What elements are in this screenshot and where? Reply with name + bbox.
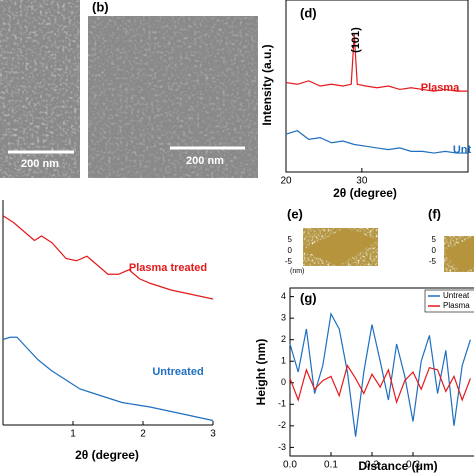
legend-label: Untreat — [443, 291, 470, 300]
x-tick-label: 3 — [210, 429, 216, 440]
panel-label: (g) — [300, 290, 317, 305]
legend-label: Plasma — [443, 301, 470, 310]
data-line — [289, 364, 471, 405]
afm-tick: -5 — [285, 257, 293, 266]
afm-unit: (nm) — [290, 268, 304, 275]
x-axis-label: Distance (μm) — [358, 459, 437, 473]
series-label: Plasma — [421, 82, 460, 94]
y-tick-label: -3 — [278, 442, 286, 452]
y-tick-label: 4 — [281, 291, 286, 301]
data-line — [285, 130, 468, 154]
y-tick-label: 0 — [281, 377, 286, 387]
x-axis-label: 2θ (degree) — [333, 186, 397, 200]
peak-label: (101) — [350, 27, 362, 53]
y-tick-label: -1 — [278, 399, 286, 409]
afm-tick: 5 — [432, 235, 437, 244]
y-axis-label: Intensity (a.u.) — [260, 44, 274, 125]
sem-image-a — [0, 0, 80, 178]
x-tick-label: 0.1 — [324, 460, 338, 471]
y-axis-label: Height (nm) — [254, 339, 268, 406]
panel-label: (e) — [287, 206, 303, 221]
afm-tick: 0 — [432, 246, 437, 255]
x-tick-label: 1 — [70, 429, 76, 440]
plot-frame — [289, 287, 474, 457]
panel-label: (b) — [92, 0, 109, 14]
x-tick-label: 0.2 — [365, 460, 379, 471]
afm-image-f — [444, 236, 474, 272]
plot-frame — [285, 0, 469, 173]
x-tick-label: 0.0 — [283, 460, 297, 471]
y-tick-label: -2 — [278, 420, 286, 430]
y-tick-label: 1 — [281, 356, 286, 366]
afm-tick: 0 — [288, 246, 293, 255]
data-line — [2, 215, 214, 300]
afm-image-e — [303, 228, 378, 266]
series-label: Plasma treated — [129, 262, 207, 274]
panel-label: (d) — [300, 5, 317, 20]
y-tick-label: 3 — [281, 313, 286, 323]
data-line — [2, 336, 214, 422]
panel-label: (f) — [428, 206, 441, 221]
afm-tick: 5 — [288, 235, 293, 244]
x-tick-label: 0.3 — [406, 460, 420, 471]
scale-label: 200 nm — [21, 158, 59, 170]
series-label: Unt — [453, 144, 472, 156]
afm-tick: -5 — [429, 257, 437, 266]
series-label: Untreated — [152, 366, 203, 378]
data-line — [285, 34, 468, 92]
legend-box — [424, 289, 474, 313]
x-axis-label: 2θ (degree) — [75, 448, 139, 462]
y-tick-label: 2 — [281, 334, 286, 344]
sem-image-b — [88, 16, 258, 178]
data-line — [289, 312, 471, 437]
x-tick-label: 30 — [356, 176, 368, 187]
x-tick-label: 20 — [280, 176, 292, 187]
x-tick-label: 2 — [140, 429, 146, 440]
scale-label: 200 nm — [186, 155, 224, 167]
